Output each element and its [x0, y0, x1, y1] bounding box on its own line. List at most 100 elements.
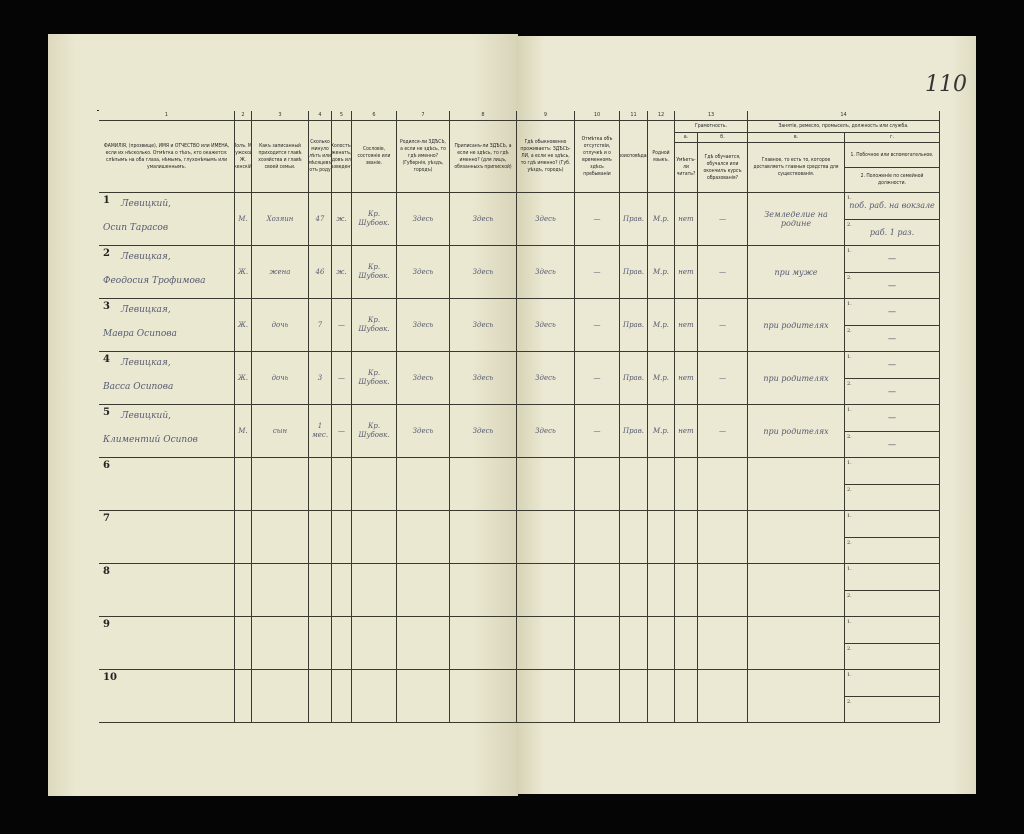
surname: Левицкая,: [121, 358, 171, 368]
family-position: —: [888, 386, 896, 396]
table-cell: [675, 511, 698, 564]
table-cell: [352, 458, 397, 511]
sub-line-number: 1.: [847, 672, 852, 678]
column-header: Главное, то есть то, которое доставляетъ…: [748, 143, 845, 193]
column-header: Полъ. М. мужской. Ж. женскій.: [235, 121, 252, 193]
table-cell: Прав.: [620, 246, 648, 299]
table-cell: М.р.: [648, 246, 675, 299]
table-cell: [748, 617, 845, 670]
family-position-cell: 2. —: [845, 272, 940, 299]
row-number: 5: [103, 407, 110, 418]
side-occupation-cell: 1.: [845, 458, 940, 485]
table-row-name-cell: 10: [99, 670, 235, 723]
row-number: 4: [103, 354, 110, 365]
table-cell: Кр. Шубовк.: [352, 405, 397, 458]
sub-line-number: 1.: [847, 566, 852, 572]
group-header-occupation: Занятіе, ремесло, промыселъ, должность и…: [748, 121, 940, 133]
column-number: 10: [575, 111, 620, 121]
table-cell: [648, 458, 675, 511]
given-name-patronymic: Климентий Осипов: [103, 435, 198, 445]
table-cell: [252, 670, 309, 723]
table-cell: сын: [252, 405, 309, 458]
table-cell: [620, 617, 648, 670]
column-subletter: г.: [845, 133, 940, 143]
table-cell: 7: [309, 299, 332, 352]
table-cell: жена: [252, 246, 309, 299]
table-cell: Земледелие на родине: [748, 193, 845, 246]
table-cell: [620, 564, 648, 617]
table-cell: Здесь: [450, 352, 517, 405]
family-position-cell: 2.: [845, 696, 940, 723]
column-number: 8: [450, 111, 517, 121]
column-header: Гдѣ обучается, обучался или окончилъ кур…: [698, 143, 748, 193]
family-position-cell: 2.: [845, 537, 940, 564]
table-cell: 1 мес.: [309, 405, 332, 458]
table-cell: [352, 511, 397, 564]
table-cell: [698, 670, 748, 723]
row-number: 7: [103, 513, 110, 524]
family-position-cell: 2.: [845, 643, 940, 670]
table-row-name-cell: 9: [99, 617, 235, 670]
table-cell: [450, 617, 517, 670]
family-position-cell: 2. раб. 1 раз.: [845, 219, 940, 246]
table-cell: Кр. Шубовк.: [352, 193, 397, 246]
column-subletter: б.: [698, 133, 748, 143]
surname: Левицкий,: [121, 411, 171, 421]
table-cell: [397, 511, 450, 564]
side-occupation: поб. раб. на вокзале: [849, 201, 935, 211]
sub-line-number: 1.: [847, 513, 852, 519]
table-cell: [235, 458, 252, 511]
table-cell: [309, 670, 332, 723]
table-cell: [575, 617, 620, 670]
table-cell: —: [575, 405, 620, 458]
table-cell: Хозяин: [252, 193, 309, 246]
column-number: 5: [332, 111, 352, 121]
table-cell: дочь: [252, 299, 309, 352]
table-cell: [450, 670, 517, 723]
row-number: 3: [103, 301, 110, 312]
table-cell: Здесь: [517, 246, 575, 299]
table-cell: [332, 564, 352, 617]
side-occupation-cell: 1. —: [845, 352, 940, 379]
side-occupation: —: [888, 360, 896, 370]
table-cell: М.р.: [648, 299, 675, 352]
table-cell: [698, 458, 748, 511]
table-cell: [450, 564, 517, 617]
column-header: ФАМИЛІЯ, (прозвище), ИМЯ и ОТЧЕСТВО или …: [99, 121, 235, 193]
table-cell: Кр. Шубовк.: [352, 352, 397, 405]
family-position-cell: 2. —: [845, 378, 940, 405]
column-number: 7: [397, 111, 450, 121]
column-number: 12: [648, 111, 675, 121]
table-cell: Здесь: [517, 193, 575, 246]
sub-line-number: 1.: [847, 301, 852, 307]
family-position: раб. 1 раз.: [869, 227, 915, 237]
table-cell: Кр. Шубовк.: [352, 299, 397, 352]
family-position: —: [888, 439, 896, 449]
table-cell: [235, 670, 252, 723]
table-row-name-cell: 5 Левицкий, Климентий Осипов: [99, 405, 235, 458]
table-cell: [252, 617, 309, 670]
table-row-name-cell: 4 Левицкая, Васса Осипова: [99, 352, 235, 405]
family-position: —: [888, 333, 896, 343]
table-cell: Здесь: [517, 299, 575, 352]
column-header: Какъ записанный приходится главѣ хозяйст…: [252, 121, 309, 193]
table-cell: при родителях: [748, 405, 845, 458]
given-name-patronymic: Мавра Осипова: [103, 329, 177, 339]
table-cell: [352, 564, 397, 617]
table-cell: [517, 670, 575, 723]
column-header: Вѣроисповѣданіе.: [620, 121, 648, 193]
row-number: 6: [103, 460, 110, 471]
sub-line-number: 2.: [847, 380, 852, 387]
table-cell: [397, 670, 450, 723]
table-cell: [748, 458, 845, 511]
table-cell: [235, 511, 252, 564]
table-cell: [748, 511, 845, 564]
table-cell: 46: [309, 246, 332, 299]
table-cell: Кр. Шубовк.: [352, 246, 397, 299]
table-cell: при муже: [748, 246, 845, 299]
table-row-name-cell: 8: [99, 564, 235, 617]
table-row-name-cell: 1 Левицкий, Осип Тарасов: [99, 193, 235, 246]
table-cell: Прав.: [620, 299, 648, 352]
column-header: Отмѣтка объ отсутствіи, отлучкѣ и о врем…: [575, 121, 620, 193]
table-cell: нет: [675, 246, 698, 299]
